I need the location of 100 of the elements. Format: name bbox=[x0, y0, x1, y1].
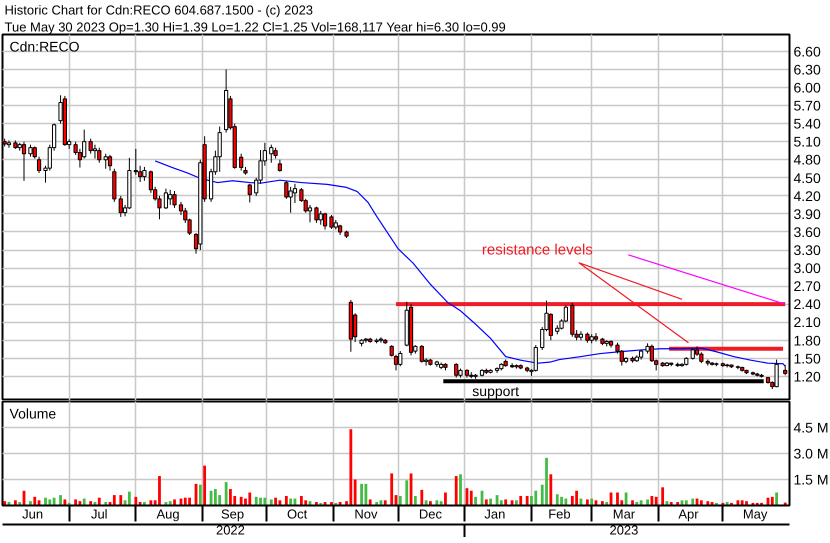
x-tick-label: Oct bbox=[286, 506, 308, 522]
x-tick-label: Jun bbox=[22, 506, 44, 522]
bar bbox=[564, 498, 568, 506]
bar bbox=[229, 489, 232, 506]
series-label: resistance levels bbox=[482, 242, 593, 259]
bar bbox=[410, 473, 412, 506]
bar bbox=[289, 498, 292, 506]
candlestick bbox=[774, 359, 779, 388]
bar bbox=[474, 496, 477, 506]
y-tick-label: 4.50 bbox=[794, 170, 821, 186]
candlestick bbox=[292, 183, 298, 204]
candlestick bbox=[322, 212, 328, 230]
candlestick bbox=[164, 188, 168, 210]
bar bbox=[650, 496, 654, 506]
bar bbox=[128, 492, 131, 506]
candlestick bbox=[248, 183, 252, 203]
candlestick bbox=[108, 154, 112, 172]
candlestick bbox=[97, 147, 102, 164]
x-tick-label: Jul bbox=[90, 506, 108, 522]
y-tick-label: 3.30 bbox=[794, 242, 821, 258]
candlestick bbox=[329, 214, 334, 230]
candlestick bbox=[338, 224, 342, 236]
annotation: Cdn:RECO bbox=[10, 38, 80, 54]
y-tick-label: 1.80 bbox=[794, 332, 821, 348]
bar bbox=[224, 482, 228, 506]
bar bbox=[580, 498, 582, 506]
candlestick bbox=[590, 334, 594, 344]
x-tick-label: Jan bbox=[484, 506, 506, 522]
x-tick-label: May bbox=[742, 506, 768, 522]
chart-title: Historic Chart for Cdn:RECO 604.687.1500 - (c) 2023 bbox=[4, 2, 314, 18]
y-tick-label: 3.0 M bbox=[794, 446, 829, 462]
y-tick-label: 4.5 M bbox=[794, 420, 829, 436]
bar bbox=[52, 498, 56, 506]
candlestick bbox=[142, 166, 147, 182]
candlestick bbox=[28, 144, 33, 158]
x2-tick-label: 2023 bbox=[609, 522, 638, 538]
candlestick bbox=[278, 159, 282, 172]
y-tick-label: 2.40 bbox=[794, 296, 821, 312]
y-tick-label: 3.00 bbox=[794, 260, 821, 276]
bar bbox=[545, 458, 548, 506]
y-tick-label: 1.50 bbox=[794, 350, 821, 366]
bar bbox=[775, 492, 778, 506]
bar bbox=[44, 498, 47, 506]
y-tick-label: 5.10 bbox=[794, 134, 821, 150]
y-tick-label: 5.70 bbox=[794, 98, 821, 114]
candlestick bbox=[534, 344, 538, 372]
bar bbox=[575, 490, 578, 506]
x-tick-label: Nov bbox=[354, 506, 378, 522]
candlestick bbox=[172, 190, 177, 208]
y-tick-label: 4.80 bbox=[794, 152, 821, 168]
y-tick-label: 3.60 bbox=[794, 224, 821, 240]
candlestick bbox=[92, 144, 98, 160]
bar bbox=[466, 488, 468, 506]
candlestick bbox=[273, 147, 278, 160]
candlestick bbox=[690, 348, 695, 360]
bar bbox=[214, 489, 217, 506]
bar bbox=[22, 490, 26, 506]
bar bbox=[661, 487, 664, 506]
x-tick-label: Apr bbox=[678, 506, 700, 522]
y-tick-label: 6.30 bbox=[794, 61, 821, 78]
x-tick-label: Aug bbox=[156, 506, 180, 522]
bar bbox=[766, 498, 770, 506]
x-tick-label: Feb bbox=[548, 506, 571, 522]
y-tick-label: 1.20 bbox=[794, 368, 821, 384]
bar bbox=[188, 498, 191, 506]
bar bbox=[624, 492, 628, 506]
candlestick bbox=[168, 189, 172, 206]
bar bbox=[480, 490, 484, 506]
candlestick bbox=[269, 144, 274, 164]
candlestick bbox=[88, 138, 93, 154]
bar bbox=[158, 476, 161, 506]
x-tick-label: Mar bbox=[612, 506, 636, 522]
candlestick bbox=[314, 206, 319, 224]
annotation: Volume bbox=[10, 406, 56, 422]
candlestick bbox=[118, 195, 123, 218]
y-tick-label: 5.40 bbox=[794, 116, 821, 132]
bar bbox=[59, 495, 62, 506]
bar bbox=[259, 498, 262, 506]
bar bbox=[696, 498, 698, 506]
candlestick bbox=[318, 210, 323, 226]
y-tick-label: 2.70 bbox=[794, 278, 821, 294]
candlestick bbox=[22, 141, 26, 182]
chart-subtitle: Tue May 30 2023 Op=1.30 Hi=1.39 Lo=1.22 Cl=1.25 Vol=168,117 Year hi=6.30 lo=0.99 bbox=[4, 20, 506, 34]
candlestick bbox=[308, 204, 312, 223]
bar bbox=[180, 498, 182, 506]
bar bbox=[610, 492, 612, 506]
candlestick bbox=[239, 153, 244, 172]
y-tick-label: 1.5 M bbox=[794, 472, 829, 488]
y-tick-label: 6.00 bbox=[794, 79, 821, 96]
bar bbox=[459, 474, 462, 506]
bar bbox=[203, 466, 206, 506]
bar bbox=[194, 484, 198, 506]
x-tick-label: Dec bbox=[418, 506, 442, 522]
series-label: support bbox=[472, 383, 520, 400]
y-tick-label: 6.60 bbox=[794, 43, 821, 60]
candlestick bbox=[578, 330, 584, 341]
y-tick-label: 3.90 bbox=[794, 206, 821, 222]
bar bbox=[616, 492, 619, 506]
y-tick-label: 4.20 bbox=[794, 188, 821, 204]
x-tick-label: Sep bbox=[221, 506, 244, 522]
